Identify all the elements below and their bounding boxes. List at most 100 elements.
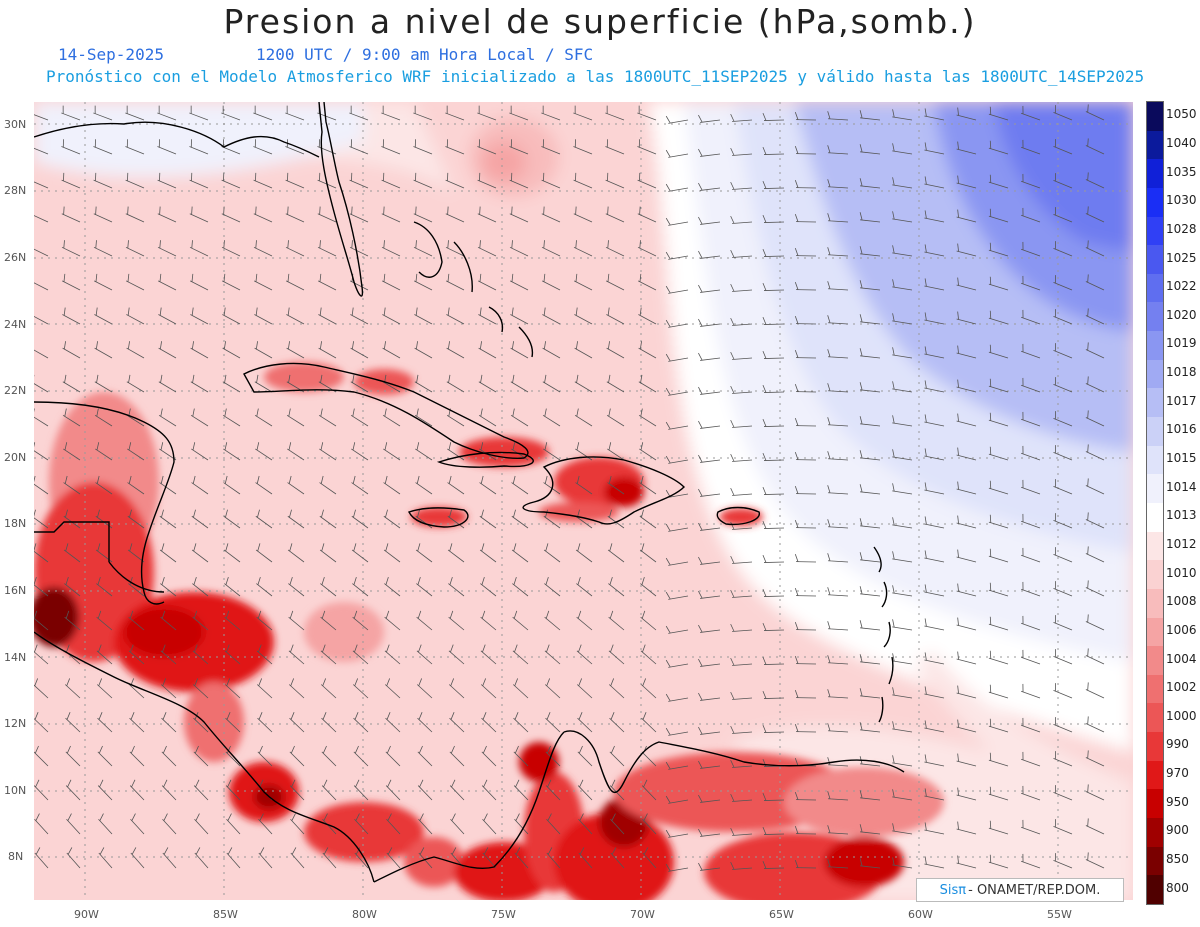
wind-barb bbox=[93, 206, 113, 223]
wind-barb bbox=[447, 543, 465, 563]
wind-barb bbox=[924, 346, 945, 359]
wind-barb bbox=[288, 577, 305, 597]
wind-barb bbox=[827, 485, 849, 495]
wind-barb bbox=[351, 509, 369, 529]
wind-barb bbox=[1053, 547, 1073, 563]
wind-barb bbox=[956, 379, 977, 393]
wind-barb bbox=[415, 442, 433, 461]
wind-barb bbox=[924, 176, 945, 189]
lat-label-26n: 26N bbox=[4, 251, 27, 264]
wind-barb bbox=[318, 408, 337, 427]
wind-barb bbox=[730, 827, 753, 836]
wind-barb bbox=[827, 519, 849, 529]
wind-barb bbox=[253, 139, 273, 155]
lat-label-20n: 20N bbox=[4, 451, 27, 464]
wind-barb bbox=[988, 480, 1009, 495]
wind-barb bbox=[98, 813, 113, 835]
colorbar-swatch bbox=[1147, 159, 1163, 188]
wind-barb bbox=[254, 374, 273, 393]
wind-barb bbox=[1021, 751, 1041, 767]
wind-barb bbox=[417, 745, 433, 767]
wind-barb bbox=[128, 610, 145, 631]
wind-barb bbox=[1085, 478, 1105, 495]
wind-barb bbox=[794, 588, 817, 597]
wind-barb bbox=[794, 418, 817, 427]
wind-barb bbox=[350, 408, 369, 427]
wind-barb bbox=[608, 610, 625, 631]
wind-barb bbox=[665, 217, 689, 226]
wind-barb bbox=[129, 712, 145, 733]
wind-barb bbox=[1021, 513, 1041, 529]
wind-barb bbox=[65, 712, 81, 733]
wind-barb bbox=[1021, 173, 1041, 189]
colorbar-swatch bbox=[1147, 732, 1163, 761]
wind-barb bbox=[512, 644, 529, 665]
wind-barb bbox=[253, 240, 273, 257]
wind-barb bbox=[827, 417, 849, 427]
wind-barb bbox=[794, 656, 817, 665]
wind-barb bbox=[509, 139, 529, 155]
wind-barb bbox=[381, 206, 401, 223]
wind-barb bbox=[34, 813, 49, 835]
wind-barb bbox=[1053, 105, 1073, 121]
colorbar-label: 950 bbox=[1166, 794, 1189, 809]
wind-barb bbox=[1085, 172, 1105, 189]
colorbar-label: 1006 bbox=[1166, 622, 1197, 637]
wind-barb bbox=[606, 341, 625, 359]
wind-barb bbox=[988, 140, 1009, 155]
wind-barb bbox=[34, 678, 49, 699]
wind-barb bbox=[255, 442, 273, 461]
wind-barb bbox=[414, 341, 433, 359]
wind-barb bbox=[1021, 275, 1041, 291]
wind-barb bbox=[449, 779, 465, 801]
wind-barb bbox=[638, 307, 657, 325]
wind-barb bbox=[859, 824, 881, 835]
wind-barb bbox=[480, 577, 497, 597]
wind-barb bbox=[350, 307, 369, 325]
wind-barb bbox=[445, 139, 465, 155]
wind-barb bbox=[290, 813, 305, 835]
wind-barb bbox=[1021, 105, 1041, 121]
wind-barb bbox=[665, 387, 689, 396]
wind-barb bbox=[1021, 309, 1041, 325]
wind-barb bbox=[384, 644, 401, 665]
wind-barb bbox=[762, 792, 785, 801]
colorbar-swatch bbox=[1147, 359, 1163, 389]
wind-barb bbox=[892, 143, 913, 155]
wind-barb bbox=[1085, 614, 1105, 631]
wind-barb bbox=[445, 105, 465, 121]
wind-barb bbox=[61, 240, 81, 257]
wind-barb bbox=[794, 724, 817, 733]
wind-barb bbox=[1053, 445, 1073, 461]
wind-barb bbox=[573, 105, 593, 121]
wind-barb bbox=[543, 543, 561, 563]
wind-barb bbox=[544, 644, 561, 665]
wind-barb bbox=[286, 307, 305, 325]
wind-barb bbox=[1021, 649, 1041, 665]
wind-barb bbox=[129, 745, 145, 767]
wind-barb bbox=[514, 847, 529, 869]
wind-barb bbox=[1053, 819, 1073, 835]
wind-barb bbox=[639, 509, 657, 529]
wind-barb bbox=[762, 214, 785, 223]
wind-barb bbox=[698, 556, 721, 565]
wind-barb bbox=[827, 315, 849, 325]
colorbar-swatch bbox=[1147, 560, 1163, 589]
wind-barb bbox=[224, 644, 241, 665]
wind-barb bbox=[924, 584, 945, 597]
wind-barb bbox=[381, 139, 401, 155]
wind-barb bbox=[225, 745, 241, 767]
wind-barb bbox=[762, 520, 785, 529]
wind-barb bbox=[1053, 241, 1073, 257]
wind-barb bbox=[665, 523, 689, 532]
wind-barb bbox=[318, 307, 337, 325]
wind-barb bbox=[1053, 309, 1073, 325]
wind-barb bbox=[988, 276, 1009, 291]
wind-barb bbox=[892, 823, 913, 835]
wind-barb bbox=[665, 761, 689, 770]
colorbar-label: 1016 bbox=[1166, 422, 1197, 437]
wind-barb bbox=[575, 475, 593, 495]
wind-barb bbox=[446, 341, 465, 359]
wind-barb bbox=[162, 847, 177, 869]
colorbar-swatch bbox=[1147, 875, 1163, 904]
